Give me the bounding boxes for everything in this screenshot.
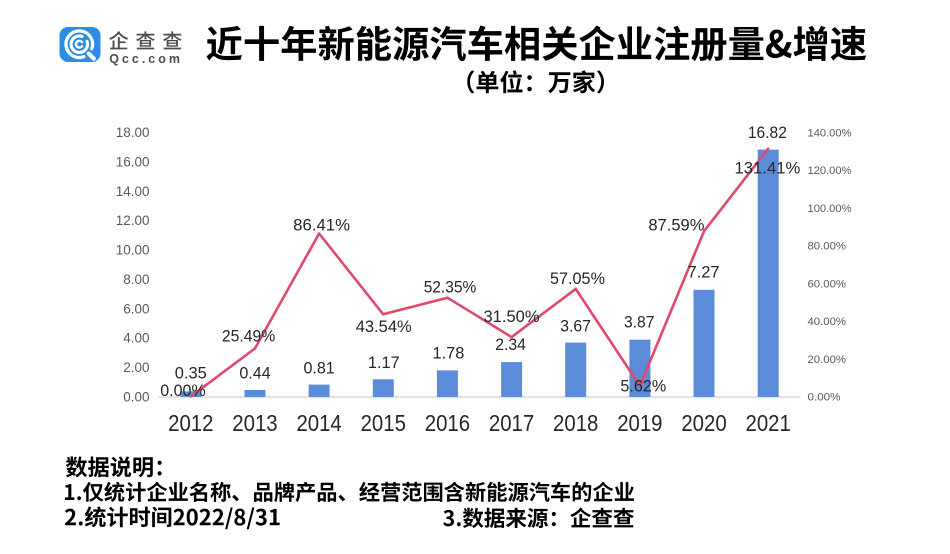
svg-text:60.00%: 60.00% — [808, 278, 847, 290]
svg-text:3.67: 3.67 — [560, 317, 591, 335]
svg-text:16.00: 16.00 — [116, 155, 150, 170]
svg-text:2021: 2021 — [746, 410, 791, 436]
svg-text:43.54%: 43.54% — [356, 318, 412, 336]
svg-text:31.50%: 31.50% — [484, 308, 540, 326]
svg-text:57.05%: 57.05% — [550, 270, 605, 288]
svg-text:2020: 2020 — [681, 410, 726, 436]
svg-text:0.00%: 0.00% — [160, 382, 206, 400]
svg-text:40.00%: 40.00% — [808, 316, 847, 328]
svg-text:2.00: 2.00 — [123, 360, 149, 375]
svg-text:0.00%: 0.00% — [808, 392, 841, 404]
svg-text:25.49%: 25.49% — [222, 327, 276, 345]
svg-text:0.35: 0.35 — [175, 364, 207, 382]
svg-text:14.00: 14.00 — [116, 184, 150, 199]
svg-text:86.41%: 86.41% — [293, 217, 350, 235]
svg-text:0.81: 0.81 — [303, 359, 334, 377]
svg-text:3.87: 3.87 — [624, 314, 655, 332]
svg-text:10.00: 10.00 — [116, 243, 150, 258]
svg-text:2012: 2012 — [168, 410, 213, 436]
svg-text:2019: 2019 — [617, 410, 662, 436]
svg-text:2013: 2013 — [232, 410, 277, 436]
svg-text:7.27: 7.27 — [687, 264, 719, 282]
svg-text:2016: 2016 — [425, 410, 470, 436]
svg-text:Qcc.com: Qcc.com — [109, 52, 183, 66]
svg-text:1.78: 1.78 — [433, 345, 465, 363]
svg-text:8.00: 8.00 — [123, 272, 149, 287]
svg-text:20.00%: 20.00% — [808, 354, 847, 366]
svg-text:6.00: 6.00 — [123, 301, 149, 316]
svg-text:2018: 2018 — [553, 410, 598, 436]
svg-text:5.62%: 5.62% — [620, 378, 666, 396]
svg-text:100.00%: 100.00% — [808, 203, 852, 215]
svg-text:120.00%: 120.00% — [808, 165, 852, 177]
svg-text:52.35%: 52.35% — [424, 278, 477, 296]
svg-text:140.00%: 140.00% — [808, 127, 852, 139]
svg-text:2015: 2015 — [361, 410, 406, 436]
svg-text:131.41%: 131.41% — [735, 159, 801, 177]
svg-text:2017: 2017 — [489, 410, 534, 436]
svg-text:18.00: 18.00 — [116, 125, 150, 140]
svg-text:2.34: 2.34 — [495, 336, 526, 354]
svg-text:1.17: 1.17 — [368, 354, 400, 372]
svg-text:0.44: 0.44 — [239, 364, 270, 382]
svg-text:80.00%: 80.00% — [808, 241, 847, 253]
svg-text:0.00: 0.00 — [123, 389, 149, 404]
svg-text:2014: 2014 — [296, 410, 341, 436]
svg-text:16.82: 16.82 — [748, 124, 787, 142]
svg-text:4.00: 4.00 — [123, 331, 149, 346]
svg-text:12.00: 12.00 — [116, 213, 150, 228]
svg-text:87.59%: 87.59% — [648, 217, 704, 235]
